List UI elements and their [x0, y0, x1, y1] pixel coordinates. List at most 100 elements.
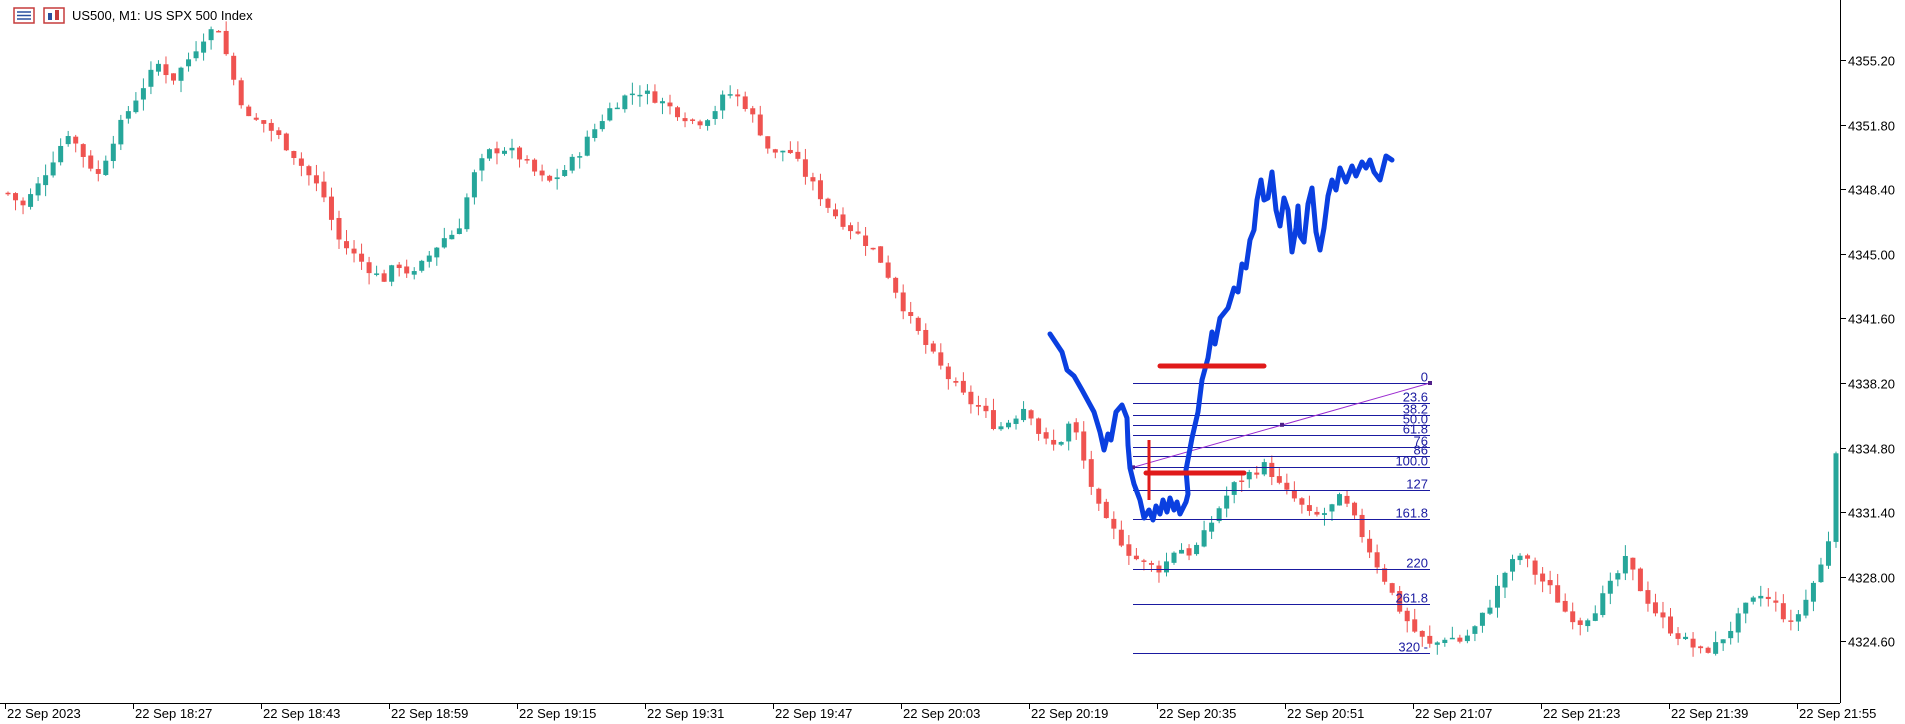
- fib-level-label: 127: [1406, 477, 1428, 492]
- candle-bull: [720, 94, 726, 111]
- candle-bear: [1028, 410, 1034, 419]
- candle-bear: [494, 148, 500, 154]
- candle-bull: [727, 94, 733, 96]
- candle-bear: [1239, 480, 1245, 483]
- candle-bear: [1630, 557, 1636, 570]
- candle-bull: [1261, 462, 1267, 475]
- candle-bear: [765, 136, 771, 149]
- candle-bear: [1254, 472, 1260, 475]
- candle-bear: [735, 94, 741, 97]
- candle-bull: [1472, 626, 1478, 634]
- candle-bull: [193, 51, 199, 59]
- candle-bear: [855, 231, 861, 234]
- chart-list-icon[interactable]: [13, 7, 35, 24]
- candle-bull: [50, 162, 56, 176]
- candle-bear: [1359, 514, 1365, 538]
- candle-bull: [1825, 541, 1831, 566]
- candle-bear: [1788, 620, 1794, 622]
- candle-bull: [155, 63, 161, 72]
- candle-bull: [577, 156, 583, 158]
- candle-bull: [411, 271, 417, 275]
- candle-bear: [1675, 633, 1681, 639]
- candle-bull: [471, 172, 477, 198]
- chart-data-icon[interactable]: [43, 7, 65, 24]
- candle-bull: [629, 93, 635, 96]
- candle-bear: [1389, 583, 1395, 593]
- candle-bear: [885, 262, 891, 278]
- candle-bear: [1186, 548, 1192, 556]
- candle-bull: [562, 170, 568, 176]
- user-drawings[interactable]: [1047, 153, 1395, 523]
- candle-bear: [1780, 603, 1786, 620]
- candle-bull: [501, 150, 507, 154]
- candle-bull: [103, 160, 109, 175]
- candle-bear: [1690, 638, 1696, 648]
- candle-bull: [1201, 530, 1207, 547]
- candle-bull: [509, 147, 515, 151]
- candle-bull: [1494, 585, 1500, 608]
- fib-level-label: 61.8: [1403, 422, 1428, 437]
- candle-bull: [1735, 613, 1741, 633]
- fib-anchor-point: [1280, 422, 1284, 427]
- candle-bear: [802, 159, 808, 177]
- candle-bear: [1382, 568, 1388, 582]
- candle-bull: [1728, 630, 1734, 639]
- candle-bear: [1344, 495, 1350, 504]
- candle-bear: [1532, 560, 1538, 575]
- candle-bull: [599, 121, 605, 130]
- candle-bull: [1224, 495, 1230, 509]
- candle-bull: [434, 247, 440, 258]
- fib-anchor-point: [1131, 465, 1135, 470]
- candle-bull: [456, 228, 462, 235]
- candle-bear: [1637, 568, 1643, 592]
- candle-bear: [1525, 555, 1531, 559]
- candle-bull: [148, 69, 154, 87]
- candle-bear: [863, 235, 869, 246]
- candle-bear: [652, 91, 658, 103]
- candle-bull: [58, 145, 64, 163]
- candle-bull: [1487, 607, 1493, 614]
- candle-bear: [667, 102, 673, 107]
- candle-bull: [1246, 471, 1252, 480]
- y-tick-label: 4324.60: [1848, 635, 1895, 650]
- candlestick-series: [5, 21, 1839, 657]
- x-tick-label: 22 Sep 20:03: [903, 706, 980, 721]
- candle-bear: [795, 151, 801, 159]
- candle-bear: [953, 380, 959, 383]
- candle-bear: [848, 225, 854, 232]
- candle-bear: [1036, 418, 1042, 434]
- candle-bull: [1449, 637, 1455, 640]
- fib-level-label: 161.8: [1395, 506, 1428, 521]
- candle-bull: [1066, 423, 1072, 442]
- candle-bear: [13, 193, 19, 201]
- candle-bull: [637, 94, 643, 97]
- candle-bear: [238, 80, 244, 106]
- x-tick-label: 22 Sep 21:55: [1799, 706, 1876, 721]
- candle-bull: [186, 59, 192, 67]
- candle-bull: [449, 234, 455, 240]
- candle-bull: [614, 107, 620, 110]
- fib-level-label: 23.6: [1403, 390, 1428, 405]
- candle-bear: [1652, 602, 1658, 614]
- candle-bear: [1412, 619, 1418, 632]
- candle-bull: [1337, 494, 1343, 506]
- x-tick-label: 22 Sep 18:43: [263, 706, 340, 721]
- candle-bull: [1209, 522, 1215, 532]
- candle-bear: [283, 133, 289, 151]
- candle-bull: [1171, 552, 1177, 563]
- candle-bull: [118, 119, 124, 145]
- candle-bull: [1615, 573, 1621, 580]
- candle-bull: [110, 143, 116, 162]
- candle-bull: [178, 67, 184, 81]
- candle-bull: [419, 260, 425, 271]
- candle-bull: [554, 177, 560, 180]
- x-tick-label: 22 Sep 20:35: [1159, 706, 1236, 721]
- candle-bull: [133, 100, 139, 113]
- fib-level-label: 76: [1414, 434, 1428, 449]
- time-axis: 22 Sep 2023 22 Sep 18:27 22 Sep 18:43 22 Se…: [5, 703, 1876, 721]
- x-tick-label: 22 Sep 19:47: [775, 706, 852, 721]
- candle-bull: [705, 120, 711, 126]
- freehand-projection-line: [1047, 153, 1395, 523]
